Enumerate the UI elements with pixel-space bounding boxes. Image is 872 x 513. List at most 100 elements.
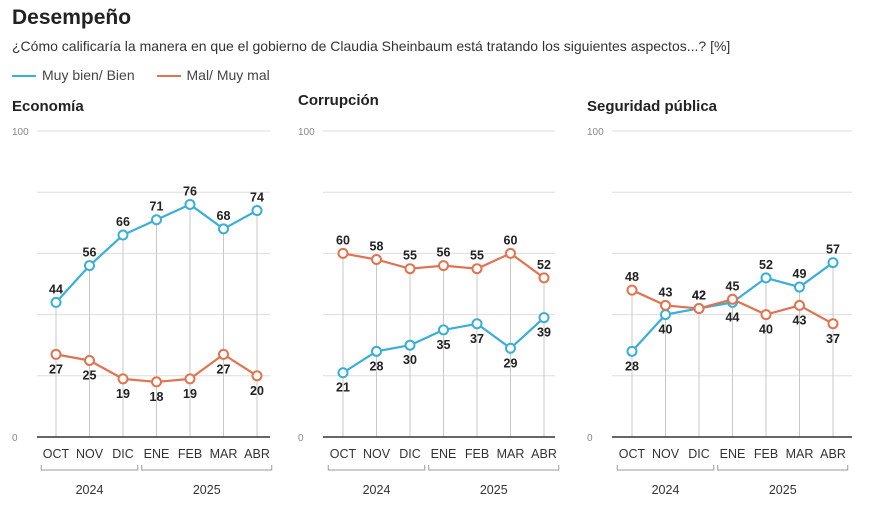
panel-2-ytick-label: 100 — [298, 127, 315, 138]
panel-3-year-bracket — [616, 465, 715, 471]
panel-3-negative-data-label: 43 — [659, 285, 673, 299]
panel-3-negative-point — [760, 309, 772, 321]
panel-2-title: Corrupción — [298, 92, 379, 109]
panel-2-xtick-label: NOV — [363, 447, 391, 461]
panel-3-xtick-label: ABR — [820, 447, 846, 461]
panel-3-negative-data-label: 48 — [625, 270, 639, 284]
panel-1-positive-data-label: 71 — [150, 200, 164, 214]
panel-3-negative-point — [693, 302, 705, 314]
panel-2-negative-point — [471, 263, 483, 275]
panel-1-negative-point — [251, 370, 263, 382]
panel-1-positive-data-label: 76 — [183, 184, 197, 198]
panel-1-negative-point — [117, 373, 129, 385]
panel-3-positive-data-label: 28 — [625, 359, 639, 373]
panel-1-negative-point — [84, 355, 95, 366]
panel-3-positive-data-label: 52 — [759, 258, 773, 272]
panel-1-year-label: 2025 — [193, 483, 221, 497]
panel-1-positive-point — [218, 223, 229, 235]
panel-1-year-bracket — [40, 465, 139, 471]
panel-1-xtick-label: DIC — [112, 447, 134, 461]
panel-1-positive-point — [251, 205, 263, 217]
panel-3-year-label: 2024 — [652, 483, 680, 497]
panel-2-negative-point — [337, 247, 349, 259]
panel-1-positive-data-label: 44 — [49, 282, 63, 296]
panel-1-positive-point — [117, 229, 129, 241]
page-subtitle: ¿Cómo calificaría la manera en que el go… — [12, 38, 731, 54]
panel-3-title: Seguridad pública — [587, 98, 718, 115]
panel-3-positive-point — [660, 309, 671, 321]
panel-3-xtick-label: ENE — [720, 447, 746, 461]
panel-3-positive-data-label: 57 — [826, 243, 840, 257]
panel-2-positive-data-label: 28 — [370, 359, 384, 373]
panel-1-positive-data-label: 66 — [116, 215, 130, 229]
page-title: Desempeño — [12, 6, 132, 29]
panel-1-positive-point — [151, 214, 162, 226]
panel-3-positive-point — [794, 281, 805, 293]
panel-2-positive-data-label: 37 — [470, 332, 484, 346]
panel-1-xtick-label: ABR — [244, 447, 270, 461]
panel-1-ytick-label: 0 — [12, 433, 18, 444]
panel-1-positive-data-label: 74 — [250, 191, 264, 205]
panel-1-positive-point — [184, 198, 196, 210]
panel-3-ytick-label: 100 — [587, 127, 604, 138]
panel-2-positive-data-label: 29 — [504, 356, 518, 370]
panel-2-negative-point — [404, 263, 416, 275]
panel-3-xtick-label: DIC — [688, 447, 710, 461]
panel-3-negative-point — [727, 293, 738, 305]
panel-1-negative-data-label: 19 — [116, 387, 130, 401]
panel-1-negative-point — [50, 348, 62, 360]
panel-1-year-bracket — [141, 465, 273, 471]
panel-1-positive-point — [84, 260, 95, 272]
panel-3-ytick-label: 0 — [587, 433, 593, 444]
panel-1-negative-data-label: 19 — [183, 387, 197, 401]
panel-1-positive-data-label: 68 — [217, 209, 231, 223]
panel-1-xtick-label: MAR — [210, 447, 238, 461]
panel-2-positive-data-label: 30 — [403, 353, 417, 367]
panel-1-xtick-label: ENE — [144, 447, 170, 461]
panel-2-negative-data-label: 55 — [403, 249, 417, 263]
panel-2-year-label: 2025 — [480, 483, 508, 497]
panel-3-negative-point — [794, 299, 805, 311]
panel-2-xtick-label: MAR — [497, 447, 525, 461]
panel-1-negative-data-label: 20 — [250, 384, 264, 398]
panel-2-positive-point — [505, 342, 516, 354]
panel-3-negative-data-label: 37 — [826, 332, 840, 346]
panel-2-negative-point — [538, 272, 550, 284]
panel-3-xtick-label: FEB — [754, 447, 778, 461]
panel-3-year-bracket — [717, 465, 849, 471]
panel-3-xtick-label: NOV — [652, 447, 680, 461]
panel-3-positive-point — [760, 272, 772, 284]
panel-3-xtick-label: OCT — [619, 447, 646, 461]
panel-3-positive-data-label: 42 — [692, 288, 706, 302]
panel-2-year-label: 2024 — [363, 483, 391, 497]
panel-1-negative-point — [184, 373, 196, 385]
panel-2-negative-point — [371, 254, 382, 266]
panel-2-positive-data-label: 39 — [537, 326, 551, 340]
panel-2-xtick-label: OCT — [330, 447, 357, 461]
panel-2-negative-point — [438, 260, 449, 272]
panel-3-negative-data-label: 40 — [759, 323, 773, 337]
panel-3-negative-point — [626, 284, 638, 296]
panel-2-positive-point — [404, 339, 416, 351]
panel-1-ytick-label: 100 — [12, 127, 29, 138]
panel-3-negative-data-label: 45 — [726, 279, 740, 293]
legend-swatch-negative — [156, 75, 181, 78]
panel-3-year-label: 2025 — [769, 483, 797, 497]
panel-1-title: Economía — [12, 98, 84, 115]
panel-3-negative-data-label: 42 — [692, 288, 706, 302]
panel-3-negative-data-label: 43 — [793, 313, 807, 327]
legend-item-negative: Mal/ Muy mal — [156, 67, 270, 83]
panel-2-positive-point — [471, 318, 483, 330]
panel-2-positive-point — [438, 324, 449, 336]
panel-2-positive-point — [337, 367, 349, 379]
panel-2-negative-data-label: 58 — [370, 240, 384, 254]
panel-2-xtick-label: DIC — [399, 447, 421, 461]
panel-1-negative-data-label: 27 — [217, 362, 231, 376]
panel-2-negative-data-label: 52 — [537, 258, 551, 272]
panel-1-negative-data-label: 18 — [150, 390, 164, 404]
panel-3-positive-data-label: 44 — [726, 310, 740, 324]
panel-1-negative-point — [151, 376, 162, 388]
panel-3-negative-point — [827, 318, 839, 330]
legend-swatch-positive — [12, 75, 36, 78]
